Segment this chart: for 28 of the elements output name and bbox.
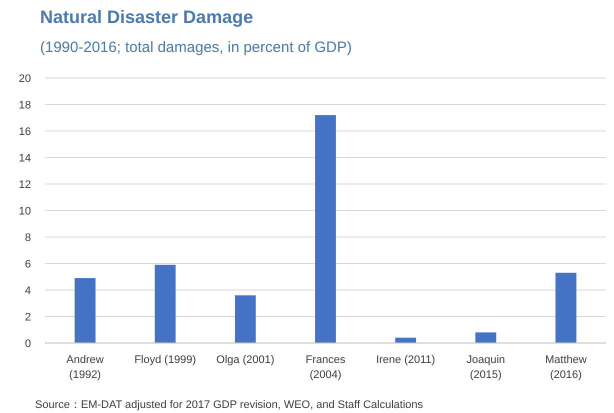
y-tick-label: 0	[24, 338, 31, 350]
y-tick-label: 20	[18, 72, 31, 85]
y-tick-label: 2	[24, 311, 31, 324]
bar	[234, 295, 256, 343]
y-tick-label: 4	[24, 284, 31, 297]
x-tick-label: Floyd (1999)	[134, 354, 196, 366]
bar	[315, 115, 336, 343]
x-tick-label: Frances (2004)	[306, 354, 346, 381]
chart-title: Natural Disaster Damage	[40, 7, 254, 27]
y-tick-label: 6	[24, 258, 31, 270]
x-tick-label: Joaquin (2015)	[466, 354, 506, 381]
y-tick-label: 16	[18, 126, 31, 138]
y-tick-label: 8	[24, 232, 31, 244]
x-tick-label: Andrew (1992)	[66, 354, 104, 381]
chart-subtitle: (1990-2016; total damages, in percent of GDP)	[40, 39, 352, 56]
bar	[395, 338, 416, 343]
bar	[475, 332, 496, 343]
bar	[74, 278, 96, 343]
y-tick-label: 14	[18, 152, 31, 164]
y-tick-label: 18	[18, 99, 31, 112]
bar	[556, 272, 576, 343]
x-tick-label: Olga (2001)	[216, 354, 274, 366]
y-tick-label: 10	[18, 205, 31, 218]
x-tick-label: Matthew (2016)	[545, 354, 587, 381]
bar	[154, 264, 176, 343]
source-note: Source：EM-DAT adjusted for 2017 GDP revision, WEO, and Staff Calculations	[35, 399, 424, 411]
x-tick-label: Irene (2011)	[376, 354, 436, 366]
y-tick-label: 12	[18, 178, 31, 191]
